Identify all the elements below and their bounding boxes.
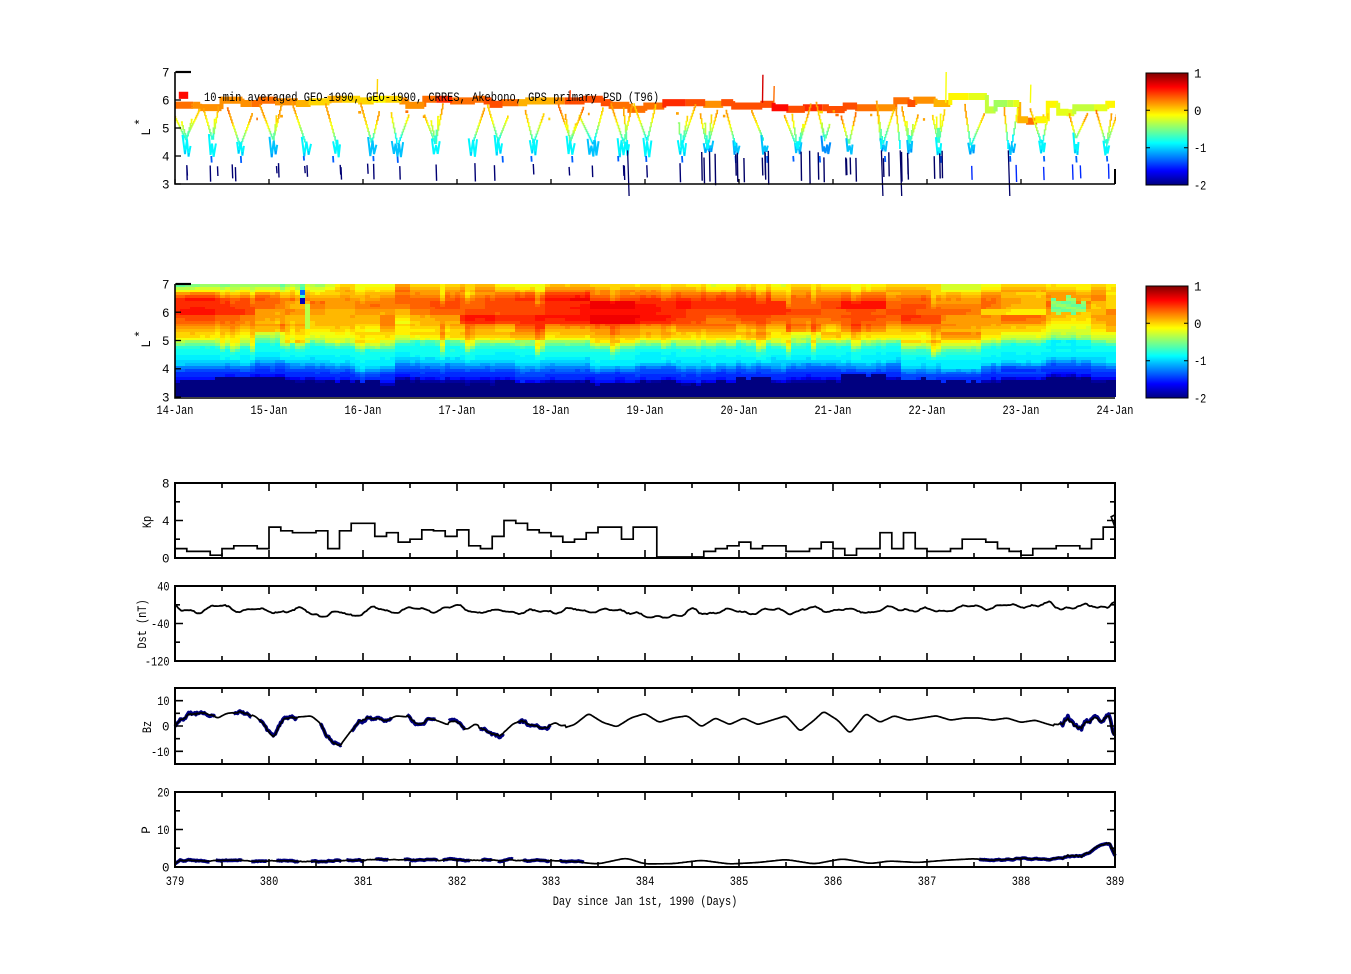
svg-text:20: 20 bbox=[157, 787, 169, 801]
svg-text:8: 8 bbox=[162, 478, 170, 492]
svg-text:380: 380 bbox=[260, 875, 279, 889]
svg-text:-120: -120 bbox=[145, 656, 170, 670]
svg-text:22-Jan: 22-Jan bbox=[909, 404, 946, 418]
svg-text:383: 383 bbox=[542, 875, 561, 889]
svg-text:15-Jan: 15-Jan bbox=[251, 404, 288, 418]
svg-text:379: 379 bbox=[166, 875, 185, 889]
svg-text:-2: -2 bbox=[1194, 393, 1206, 407]
svg-text:19-Jan: 19-Jan bbox=[627, 404, 664, 418]
svg-text:0: 0 bbox=[162, 553, 170, 567]
svg-text:14-Jan: 14-Jan bbox=[157, 404, 194, 418]
svg-text:20-Jan: 20-Jan bbox=[721, 404, 758, 418]
svg-text:-1: -1 bbox=[1194, 142, 1206, 156]
svg-text:*: * bbox=[134, 118, 148, 126]
svg-text:4: 4 bbox=[162, 515, 170, 529]
svg-text:0: 0 bbox=[1194, 318, 1202, 332]
svg-text:P: P bbox=[140, 826, 154, 834]
svg-text:17-Jan: 17-Jan bbox=[439, 404, 476, 418]
svg-text:389: 389 bbox=[1106, 875, 1125, 889]
svg-text:381: 381 bbox=[354, 875, 373, 889]
svg-text:382: 382 bbox=[448, 875, 467, 889]
svg-text:6: 6 bbox=[162, 95, 170, 109]
svg-text:385: 385 bbox=[730, 875, 749, 889]
svg-text:7: 7 bbox=[162, 67, 170, 81]
svg-text:18-Jan: 18-Jan bbox=[533, 404, 570, 418]
svg-text:L: L bbox=[140, 340, 154, 348]
svg-text:3: 3 bbox=[162, 179, 170, 193]
svg-text:387: 387 bbox=[918, 875, 937, 889]
svg-text:-1: -1 bbox=[1194, 355, 1206, 369]
svg-text:5: 5 bbox=[162, 123, 170, 137]
svg-text:-10: -10 bbox=[151, 746, 170, 760]
svg-text:10: 10 bbox=[157, 695, 169, 709]
svg-text:10-min averaged GEO-1990, GEO-: 10-min averaged GEO-1990, GEO-1990, CRRE… bbox=[204, 91, 659, 105]
svg-text:10: 10 bbox=[157, 824, 169, 838]
svg-text:384: 384 bbox=[636, 875, 655, 889]
svg-text:0: 0 bbox=[162, 862, 170, 876]
svg-text:L: L bbox=[140, 128, 154, 136]
svg-text:5: 5 bbox=[162, 335, 170, 349]
svg-text:Dst (nT): Dst (nT) bbox=[136, 599, 150, 648]
svg-text:386: 386 bbox=[824, 875, 843, 889]
svg-text:3: 3 bbox=[162, 392, 170, 406]
svg-text:1: 1 bbox=[1194, 281, 1202, 295]
svg-text:Bz: Bz bbox=[141, 721, 155, 733]
svg-text:0: 0 bbox=[162, 721, 170, 735]
svg-text:-2: -2 bbox=[1194, 180, 1206, 194]
svg-text:Kp: Kp bbox=[141, 516, 155, 528]
svg-text:0: 0 bbox=[1194, 105, 1202, 119]
svg-text:21-Jan: 21-Jan bbox=[815, 404, 852, 418]
svg-text:7: 7 bbox=[162, 279, 170, 293]
svg-text:*: * bbox=[134, 330, 148, 338]
svg-text:23-Jan: 23-Jan bbox=[1003, 404, 1040, 418]
svg-text:-40: -40 bbox=[151, 618, 170, 632]
svg-text:24-Jan: 24-Jan bbox=[1097, 404, 1134, 418]
svg-text:4: 4 bbox=[162, 151, 170, 165]
svg-text:1: 1 bbox=[1194, 68, 1202, 82]
svg-text:6: 6 bbox=[162, 307, 170, 321]
svg-text:388: 388 bbox=[1012, 875, 1031, 889]
svg-text:40: 40 bbox=[157, 581, 169, 595]
svg-text:16-Jan: 16-Jan bbox=[345, 404, 382, 418]
svg-text:Day since Jan 1st, 1990 (Days): Day since Jan 1st, 1990 (Days) bbox=[553, 895, 738, 909]
svg-text:4: 4 bbox=[162, 363, 170, 377]
